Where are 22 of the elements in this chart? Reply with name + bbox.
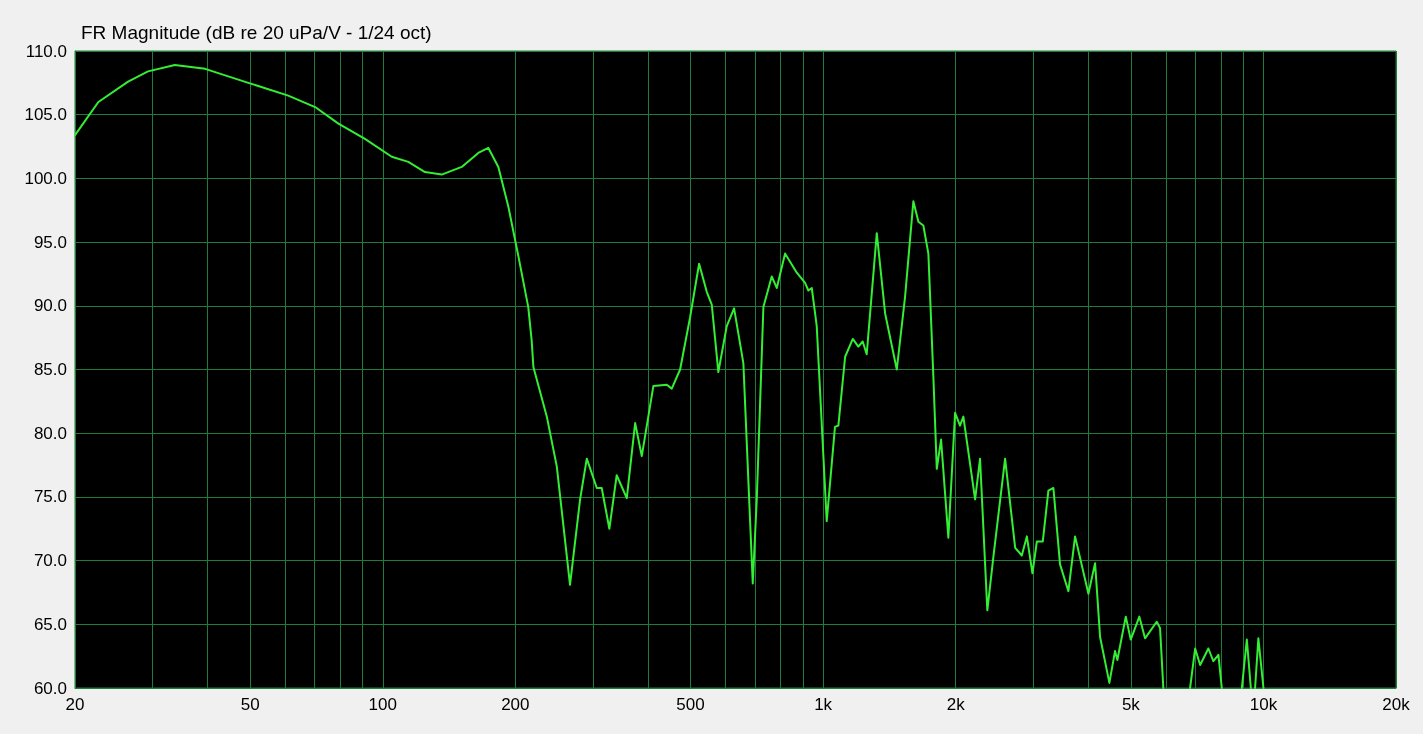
y-tick-label: 75.0 (33, 487, 67, 507)
x-tick-label: 50 (240, 695, 260, 714)
y-tick-label: 100.0 (24, 168, 67, 188)
y-tick-label: 85.0 (33, 360, 67, 379)
y-tick-label: 110.0 (25, 41, 67, 61)
x-tick-label: 100 (368, 695, 397, 714)
chart-title: FR Magnitude (dB re 20 uPa/V - 1/24 oct) (81, 22, 432, 43)
y-tick-label: 105.0 (24, 105, 67, 125)
y-tick-label: 90.0 (33, 296, 67, 316)
x-tick-label: 500 (676, 695, 705, 714)
y-tick-label: 70.0 (33, 551, 67, 571)
y-tick-label: 60.0 (33, 678, 67, 698)
x-tick-label: 5k (1121, 695, 1141, 714)
x-tick-label: 10k (1249, 695, 1278, 714)
x-tick-label: 1k (814, 695, 833, 714)
x-tick-label: 2k (946, 695, 966, 714)
x-tick-label: 200 (501, 695, 530, 714)
y-tick-label: 80.0 (33, 423, 67, 443)
y-tick-label: 95.0 (33, 232, 67, 252)
x-tick-label: 20k (1382, 695, 1411, 714)
y-tick-label: 65.0 (33, 614, 67, 634)
x-tick-label: 20 (65, 695, 85, 714)
